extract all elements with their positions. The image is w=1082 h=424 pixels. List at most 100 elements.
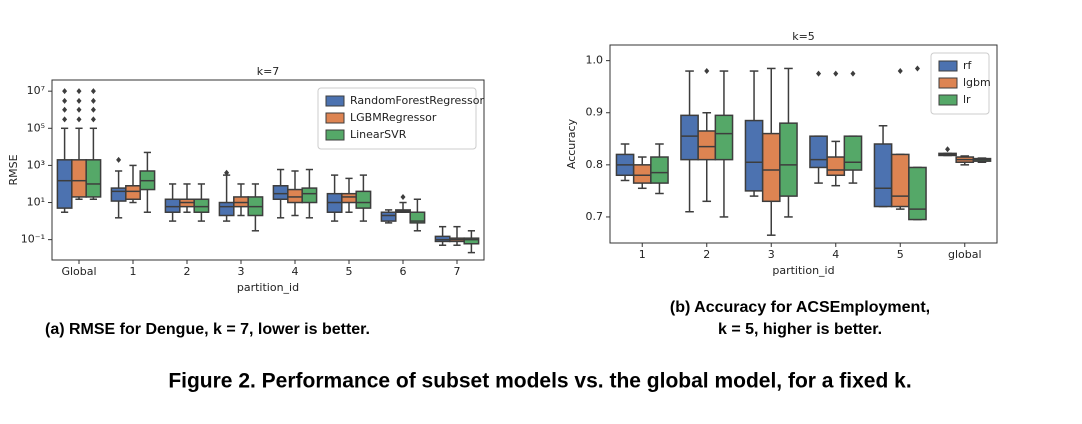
legend-label: rf — [963, 59, 973, 72]
box — [380, 209, 397, 224]
x-tick-label: global — [948, 248, 982, 261]
legend-swatch — [938, 94, 958, 106]
box — [697, 68, 717, 203]
legend-label: LinearSVR — [350, 128, 407, 141]
y-tick-label: 0.7 — [586, 210, 604, 223]
outlier — [116, 156, 122, 163]
y-axis-label: Accuracy — [565, 118, 578, 169]
y-tick-label: 10⁷ — [27, 84, 45, 97]
box — [395, 193, 411, 213]
box — [843, 70, 863, 184]
outlier — [62, 88, 68, 95]
outlier — [90, 106, 96, 113]
box — [650, 143, 669, 195]
box — [247, 183, 264, 232]
box — [179, 183, 195, 213]
outlier — [90, 88, 96, 95]
box — [71, 88, 87, 201]
y-axis-label: RMSE — [7, 154, 20, 185]
outlier — [76, 97, 82, 104]
box — [409, 198, 426, 232]
box-body — [890, 153, 910, 208]
box — [193, 183, 210, 222]
outlier — [945, 146, 951, 153]
x-tick-label: 1 — [130, 265, 137, 278]
box — [164, 183, 181, 222]
box — [110, 156, 127, 219]
box — [449, 225, 465, 246]
box — [218, 169, 235, 222]
box-body — [164, 198, 181, 213]
box-body — [843, 135, 863, 171]
box — [908, 65, 927, 221]
legend-swatch — [325, 112, 345, 124]
caption: (b) Accuracy for ACSEmployment, — [670, 299, 930, 316]
y-tick-label: 1.0 — [586, 54, 604, 67]
box-body — [85, 159, 102, 198]
box — [85, 88, 102, 201]
box-body — [714, 114, 734, 161]
box — [272, 168, 289, 219]
x-tick-label: 3 — [768, 248, 775, 261]
box-body — [218, 201, 235, 217]
box — [139, 151, 156, 213]
box — [341, 177, 357, 213]
outlier — [62, 106, 68, 113]
box-body — [779, 122, 798, 197]
box — [809, 70, 828, 184]
box — [355, 174, 372, 222]
box-body — [697, 130, 717, 161]
box — [632, 156, 652, 190]
outlier — [224, 169, 230, 176]
outlier — [76, 106, 82, 113]
box-body — [125, 185, 141, 201]
box-body — [355, 190, 372, 209]
outlier — [833, 70, 839, 77]
outlier — [76, 88, 82, 95]
caption: (a) RMSE for Dengue, k = 7, lower is bet… — [45, 321, 370, 338]
outlier — [914, 65, 920, 72]
box-body — [650, 156, 669, 184]
plot-frame — [609, 44, 998, 244]
x-tick-label: 5 — [897, 248, 904, 261]
box — [233, 183, 249, 217]
box — [779, 67, 798, 218]
y-tick-label: 10⁻¹ — [21, 233, 45, 246]
x-tick-label: Global — [61, 265, 96, 278]
box — [434, 225, 451, 246]
y-tick-label: 10⁵ — [27, 121, 45, 134]
outlier — [90, 116, 96, 123]
x-tick-label: 6 — [400, 265, 407, 278]
outlier — [76, 116, 82, 123]
x-tick-label: 2 — [184, 265, 191, 278]
x-tick-label: 1 — [639, 248, 646, 261]
legend-swatch — [325, 129, 345, 141]
outlier — [90, 97, 96, 104]
box — [56, 88, 73, 213]
legend-swatch — [938, 77, 958, 89]
x-axis-label: partition_id — [237, 281, 299, 294]
box-body — [272, 185, 289, 201]
box-body — [826, 156, 846, 177]
box — [890, 68, 910, 210]
box — [615, 143, 635, 182]
y-tick-label: 10¹ — [27, 196, 45, 209]
box-body — [908, 166, 927, 221]
box-body — [110, 187, 127, 202]
plot-frame — [51, 79, 485, 261]
x-tick-label: 4 — [832, 248, 839, 261]
legend-swatch — [325, 95, 345, 107]
box-body — [873, 143, 893, 208]
x-tick-label: 3 — [238, 265, 245, 278]
box-body — [632, 164, 652, 184]
outlier — [897, 68, 903, 75]
outlier — [62, 116, 68, 123]
x-tick-label: 4 — [292, 265, 299, 278]
outlier — [816, 70, 822, 77]
chart-title: k=5 — [792, 30, 815, 43]
box-body — [463, 237, 480, 245]
caption: k = 5, higher is better. — [718, 321, 882, 338]
box — [761, 67, 781, 236]
box — [938, 146, 957, 157]
box — [463, 230, 480, 254]
